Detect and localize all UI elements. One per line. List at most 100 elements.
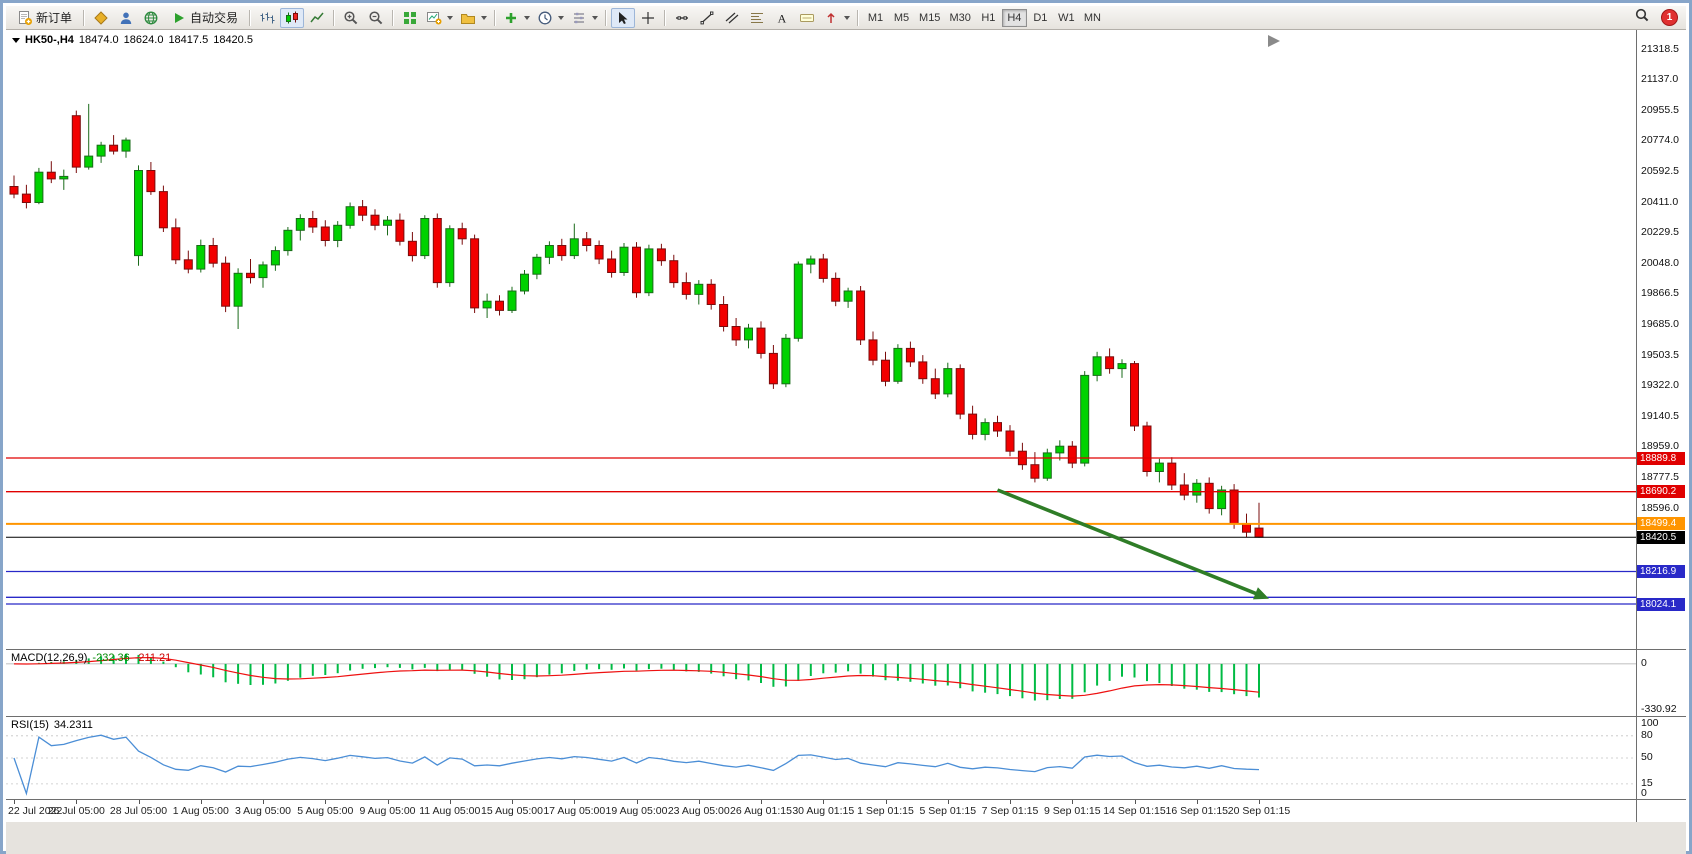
textA-icon: A — [774, 10, 790, 26]
time-axis-label: 9 Sep 01:15 — [1043, 805, 1101, 817]
price-line-tag: 18216.9 — [1637, 565, 1685, 578]
webtrade-button[interactable] — [139, 8, 163, 28]
ohlc-high: 18624.0 — [123, 34, 164, 46]
periods-button[interactable] — [534, 8, 567, 28]
timeframe-m5-button[interactable]: M5 — [893, 11, 910, 24]
candlestick-button[interactable] — [280, 7, 305, 28]
zoom-in-button[interactable] — [339, 8, 363, 28]
bar-chart-button[interactable] — [255, 8, 279, 28]
macd-label: MACD(12,26,9) -232.36 -211.21 — [11, 652, 171, 664]
dropdown-caret-icon[interactable] — [592, 15, 599, 20]
dropdown-caret-icon[interactable] — [481, 15, 488, 20]
indicators-button[interactable] — [500, 8, 533, 28]
time-tick — [263, 800, 264, 804]
time-tick — [947, 800, 949, 804]
time-tick — [636, 800, 638, 804]
time-tick — [325, 800, 327, 804]
play-icon — [171, 10, 187, 26]
time-axis-label: 14 Sep 01:15 — [1103, 805, 1166, 817]
trend-arrow[interactable] — [996, 488, 1270, 600]
profile-button[interactable] — [114, 8, 138, 28]
timeframe-m15-button[interactable]: M15 — [919, 11, 941, 24]
macd-chart[interactable] — [6, 650, 1636, 720]
price-axis-label: 19866.5 — [1641, 287, 1679, 300]
price-chart[interactable] — [6, 30, 1636, 654]
time-tick — [14, 800, 15, 804]
metaeditor-button[interactable] — [89, 8, 113, 28]
time-tick — [1010, 800, 1011, 804]
rsi-pane: RSI(15) 34.2311 100 80 50 15 0 — [6, 716, 1686, 799]
label-button[interactable] — [795, 8, 819, 28]
chart-shift-marker[interactable] — [1268, 35, 1280, 47]
new-order-button[interactable]: 新订单 — [10, 8, 79, 28]
rsi-chart[interactable] — [6, 717, 1636, 803]
indicators-icon — [503, 10, 519, 26]
text-button[interactable]: A — [770, 8, 794, 28]
cursor-button[interactable] — [611, 7, 636, 28]
time-axis-label: 20 Sep 01:15 — [1227, 805, 1291, 817]
time-tick — [1072, 800, 1074, 804]
price-axis-label: 21137.0 — [1641, 73, 1679, 86]
time-axis-label: 3 Aug 05:00 — [234, 805, 292, 817]
toolbar-group — [255, 7, 329, 28]
horizontal-line-button[interactable] — [670, 8, 694, 28]
macd-axis[interactable]: 0 -330.92 — [1636, 650, 1686, 716]
time-tick — [1259, 800, 1260, 804]
channel-button[interactable] — [720, 8, 744, 28]
price-axis-label: 18959.0 — [1641, 440, 1679, 453]
bars-icon — [259, 10, 275, 26]
rsi-value: 34.2311 — [53, 719, 93, 731]
chart-collapse-icon[interactable] — [12, 37, 20, 43]
time-axis-label: 15 Aug 05:00 — [481, 805, 543, 817]
price-axis-label: 19322.0 — [1641, 379, 1679, 392]
newchart-icon — [426, 10, 442, 26]
time-axis[interactable]: 22 Jul 2022 26 Jul 05:00 28 Jul 05:00 1 Aug… — [6, 799, 1686, 822]
dropdown-caret-icon[interactable] — [558, 15, 565, 20]
price-axis-label: 18596.0 — [1641, 501, 1679, 514]
macd-pane: MACD(12,26,9) -232.36 -211.21 0 -330.92 — [6, 649, 1686, 716]
timeframe-h1-button[interactable]: H1 — [981, 11, 996, 24]
zoomout-icon — [368, 10, 384, 26]
time-tick — [512, 800, 513, 804]
price-axis[interactable]: 21318.5 21137.0 20955.5 20774.0 20592.5 20411… — [1636, 30, 1686, 649]
dropdown-caret-icon[interactable] — [844, 15, 851, 20]
profiles-button[interactable] — [457, 8, 490, 28]
trendline-button[interactable] — [695, 8, 719, 28]
timeframe-d1-button[interactable]: D1 — [1033, 11, 1048, 24]
dropdown-caret-icon[interactable] — [524, 15, 531, 20]
timeframe-w1-button[interactable]: W1 — [1058, 11, 1075, 24]
price-axis-label: 19685.0 — [1641, 317, 1679, 330]
toolbar-group — [398, 8, 490, 28]
search-icon — [1634, 7, 1650, 28]
new-chart-button[interactable] — [423, 8, 456, 28]
tile-windows-button[interactable] — [398, 8, 422, 28]
time-axis-label: 26 Jul 05:00 — [47, 805, 105, 817]
crosshair-button[interactable] — [636, 8, 660, 28]
price-axis-label: 20048.0 — [1641, 256, 1679, 269]
fib-icon — [749, 10, 765, 26]
timeframe-mn-button[interactable]: MN — [1083, 11, 1101, 24]
notification-badge[interactable]: 1 — [1661, 9, 1678, 26]
fibonacci-button[interactable] — [745, 8, 769, 28]
arrows-button[interactable] — [820, 8, 853, 28]
zoom-out-button[interactable] — [364, 8, 388, 28]
time-tick — [574, 800, 576, 804]
rsi-axis-label: 50 — [1641, 751, 1653, 763]
hline-icon — [674, 10, 690, 26]
toolbar-group: A — [670, 8, 853, 28]
time-tick — [449, 800, 451, 804]
templates-button[interactable] — [568, 8, 601, 28]
line-chart-button[interactable] — [305, 8, 329, 28]
timeframe-h4-button[interactable]: H4 — [1001, 8, 1027, 27]
timeframe-m30-button[interactable]: M30 — [949, 11, 971, 24]
person-icon — [118, 10, 134, 26]
toolbar-separator — [664, 9, 667, 26]
rsi-axis[interactable]: 100 80 50 15 0 — [1636, 717, 1686, 799]
time-axis-label: 22 Jul 2022 — [8, 805, 63, 817]
search-button[interactable] — [1631, 8, 1653, 28]
price-axis-label: 20592.5 — [1641, 164, 1679, 177]
dropdown-caret-icon[interactable] — [447, 15, 454, 20]
toolbar-group — [500, 8, 601, 28]
autotrading-button[interactable]: 自动交易 — [164, 8, 245, 28]
timeframe-m1-button[interactable]: M1 — [867, 11, 884, 24]
